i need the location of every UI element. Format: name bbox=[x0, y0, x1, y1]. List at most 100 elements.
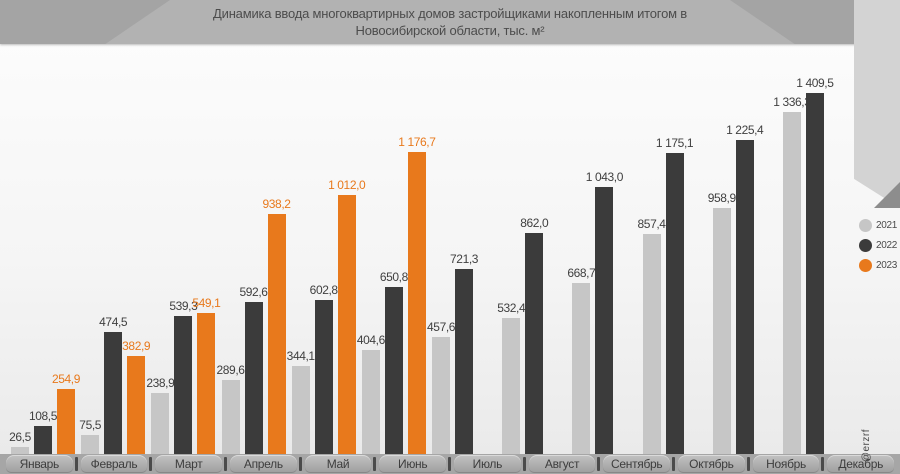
bar-2022-Сентябрь bbox=[595, 186, 614, 454]
bar-value-label: 857,4 bbox=[637, 217, 666, 232]
bar-value-label: 1 175,1 bbox=[655, 135, 694, 150]
bar-group-Февраль: 75,5 474,5 382,9 bbox=[78, 44, 151, 454]
bar-value-label: 862,0 bbox=[520, 216, 549, 231]
bar-slot: 1 225,4 bbox=[726, 44, 764, 454]
bar-group-Ноябрь: 958,9 1 225,4 bbox=[707, 44, 780, 454]
bar-2022-Июнь bbox=[384, 287, 403, 454]
bar-slot: 602,8 bbox=[310, 44, 338, 454]
bar-slot: 238,9 bbox=[146, 44, 175, 454]
legend-item-2021: 2021 bbox=[858, 219, 897, 232]
bar-slot bbox=[618, 44, 636, 454]
bar-slot: 1 176,7 bbox=[398, 44, 436, 454]
bar-group-Июль: 457,6 721,3 bbox=[427, 44, 499, 454]
bar-value-label: 1 176,7 bbox=[398, 135, 436, 150]
bar-group-Март: 238,9 539,3 549,1 bbox=[146, 44, 221, 454]
month-label-Январь: Январь bbox=[6, 455, 73, 473]
bar-2022-Май bbox=[314, 299, 333, 454]
bar-value-label: 289,6 bbox=[216, 362, 245, 377]
bar-2023-Апрель bbox=[267, 213, 286, 454]
bar-2023-Февраль bbox=[127, 355, 146, 454]
bar-value-label: 602,8 bbox=[309, 282, 338, 297]
bar-slot: 857,4 bbox=[638, 44, 666, 454]
bar-2023-Март bbox=[197, 313, 216, 454]
bar-2021-Ноябрь bbox=[712, 208, 731, 454]
bar-slot bbox=[829, 44, 847, 454]
bar-group-Июнь: 404,6 650,8 1 176,7 bbox=[357, 44, 436, 454]
bar-value-label: 549,1 bbox=[192, 296, 221, 311]
bar-slot bbox=[689, 44, 707, 454]
bar-2023-Июнь bbox=[407, 152, 426, 454]
bar-slot: 1 012,0 bbox=[328, 44, 366, 454]
bar-value-label: 1 409,5 bbox=[796, 75, 834, 90]
bar-slot: 1 409,5 bbox=[796, 44, 834, 454]
bar-value-label: 75,5 bbox=[79, 417, 102, 432]
month-label-Октябрь: Октябрь bbox=[672, 455, 745, 473]
bar-slot: 938,2 bbox=[263, 44, 291, 454]
bar-value-label: 382,9 bbox=[122, 338, 151, 353]
bar-group-Май: 344,1 602,8 1 012,0 bbox=[287, 44, 366, 454]
bar-value-label: 1 012,0 bbox=[328, 177, 366, 192]
bar-slot: 721,3 bbox=[450, 44, 478, 454]
bar-value-label: 404,6 bbox=[356, 333, 385, 348]
legend-dot-2023 bbox=[858, 259, 872, 272]
month-label-Апрель: Апрель bbox=[224, 455, 297, 473]
legend-dot-2022 bbox=[858, 239, 872, 252]
bar-group-Октябрь: 857,4 1 175,1 bbox=[638, 44, 710, 454]
month-label-Ноябрь: Ноябрь bbox=[746, 455, 820, 473]
bar-value-label: 650,8 bbox=[379, 270, 408, 285]
month-label-Май: Май bbox=[298, 455, 372, 473]
bar-slot: 457,6 bbox=[427, 44, 455, 454]
bar-value-label: 539,3 bbox=[169, 298, 198, 313]
bar-2021-Апрель bbox=[221, 379, 240, 454]
watermark: @erzrf bbox=[861, 428, 872, 462]
bar-2021-Август bbox=[502, 317, 521, 454]
bar-slot: 344,1 bbox=[287, 44, 315, 454]
bar-value-label: 254,9 bbox=[51, 371, 81, 386]
bar-value-label: 1 043,0 bbox=[585, 169, 624, 184]
bar-value-label: 721,3 bbox=[450, 252, 479, 267]
bar-slot: 474,5 bbox=[99, 44, 128, 454]
bar-slot: 668,7 bbox=[567, 44, 596, 454]
bar-2023-Январь bbox=[57, 388, 75, 454]
bar-2021-Декабрь bbox=[782, 111, 801, 454]
month-label-Декабрь: Декабрь bbox=[821, 455, 895, 473]
bar-slot: 382,9 bbox=[122, 44, 151, 454]
bar-group-Декабрь: 1 336,3 1 409,5 bbox=[773, 44, 850, 454]
bar-slot: 108,5 bbox=[29, 44, 57, 454]
bar-slot: 1 336,3 bbox=[773, 44, 811, 454]
bar-value-label: 238,9 bbox=[146, 375, 175, 390]
bar-2021-Май bbox=[291, 365, 310, 454]
bar-slot bbox=[548, 44, 566, 454]
bar-2022-Декабрь bbox=[805, 92, 824, 454]
bar-slot: 1 175,1 bbox=[656, 44, 694, 454]
bar-slot: 650,8 bbox=[380, 44, 408, 454]
bar-slot bbox=[478, 44, 496, 454]
month-label-Август: Август bbox=[522, 455, 596, 473]
plot-area: 26,5 108,5 254,9 75,5 474,5 382,9 238,9 539,3 54… bbox=[8, 44, 850, 454]
bar-2022-Ноябрь bbox=[735, 140, 754, 454]
chart-title: Динамика ввода многоквартирных домов зас… bbox=[0, 5, 900, 39]
bar-group-Январь: 26,5 108,5 254,9 bbox=[8, 44, 81, 454]
right-ribbon-strip bbox=[854, 0, 900, 208]
legend-item-2022: 2022 bbox=[858, 239, 897, 252]
bar-2021-Сентябрь bbox=[572, 282, 591, 454]
bar-slot: 549,1 bbox=[192, 44, 221, 454]
month-label-Июнь: Июнь bbox=[373, 455, 447, 473]
bar-value-label: 1 336,3 bbox=[773, 94, 811, 109]
bar-2021-Октябрь bbox=[642, 234, 661, 454]
bar-2022-Июль bbox=[455, 269, 474, 454]
month-label-Сентябрь: Сентябрь bbox=[597, 455, 671, 473]
bar-2022-Август bbox=[525, 233, 544, 454]
bar-group-Сентябрь: 668,7 1 043,0 bbox=[567, 44, 639, 454]
bar-2021-Июнь bbox=[361, 350, 380, 454]
bar-value-label: 532,4 bbox=[497, 300, 526, 315]
bar-2021-Февраль bbox=[81, 434, 100, 454]
bar-slot: 539,3 bbox=[169, 44, 198, 454]
bar-value-label: 958,9 bbox=[707, 191, 736, 206]
bar-slot: 1 043,0 bbox=[586, 44, 623, 454]
month-label-Март: Март bbox=[149, 455, 223, 473]
bar-value-label: 108,5 bbox=[28, 409, 58, 424]
bar-slot: 404,6 bbox=[357, 44, 385, 454]
bar-value-label: 344,1 bbox=[286, 348, 315, 363]
